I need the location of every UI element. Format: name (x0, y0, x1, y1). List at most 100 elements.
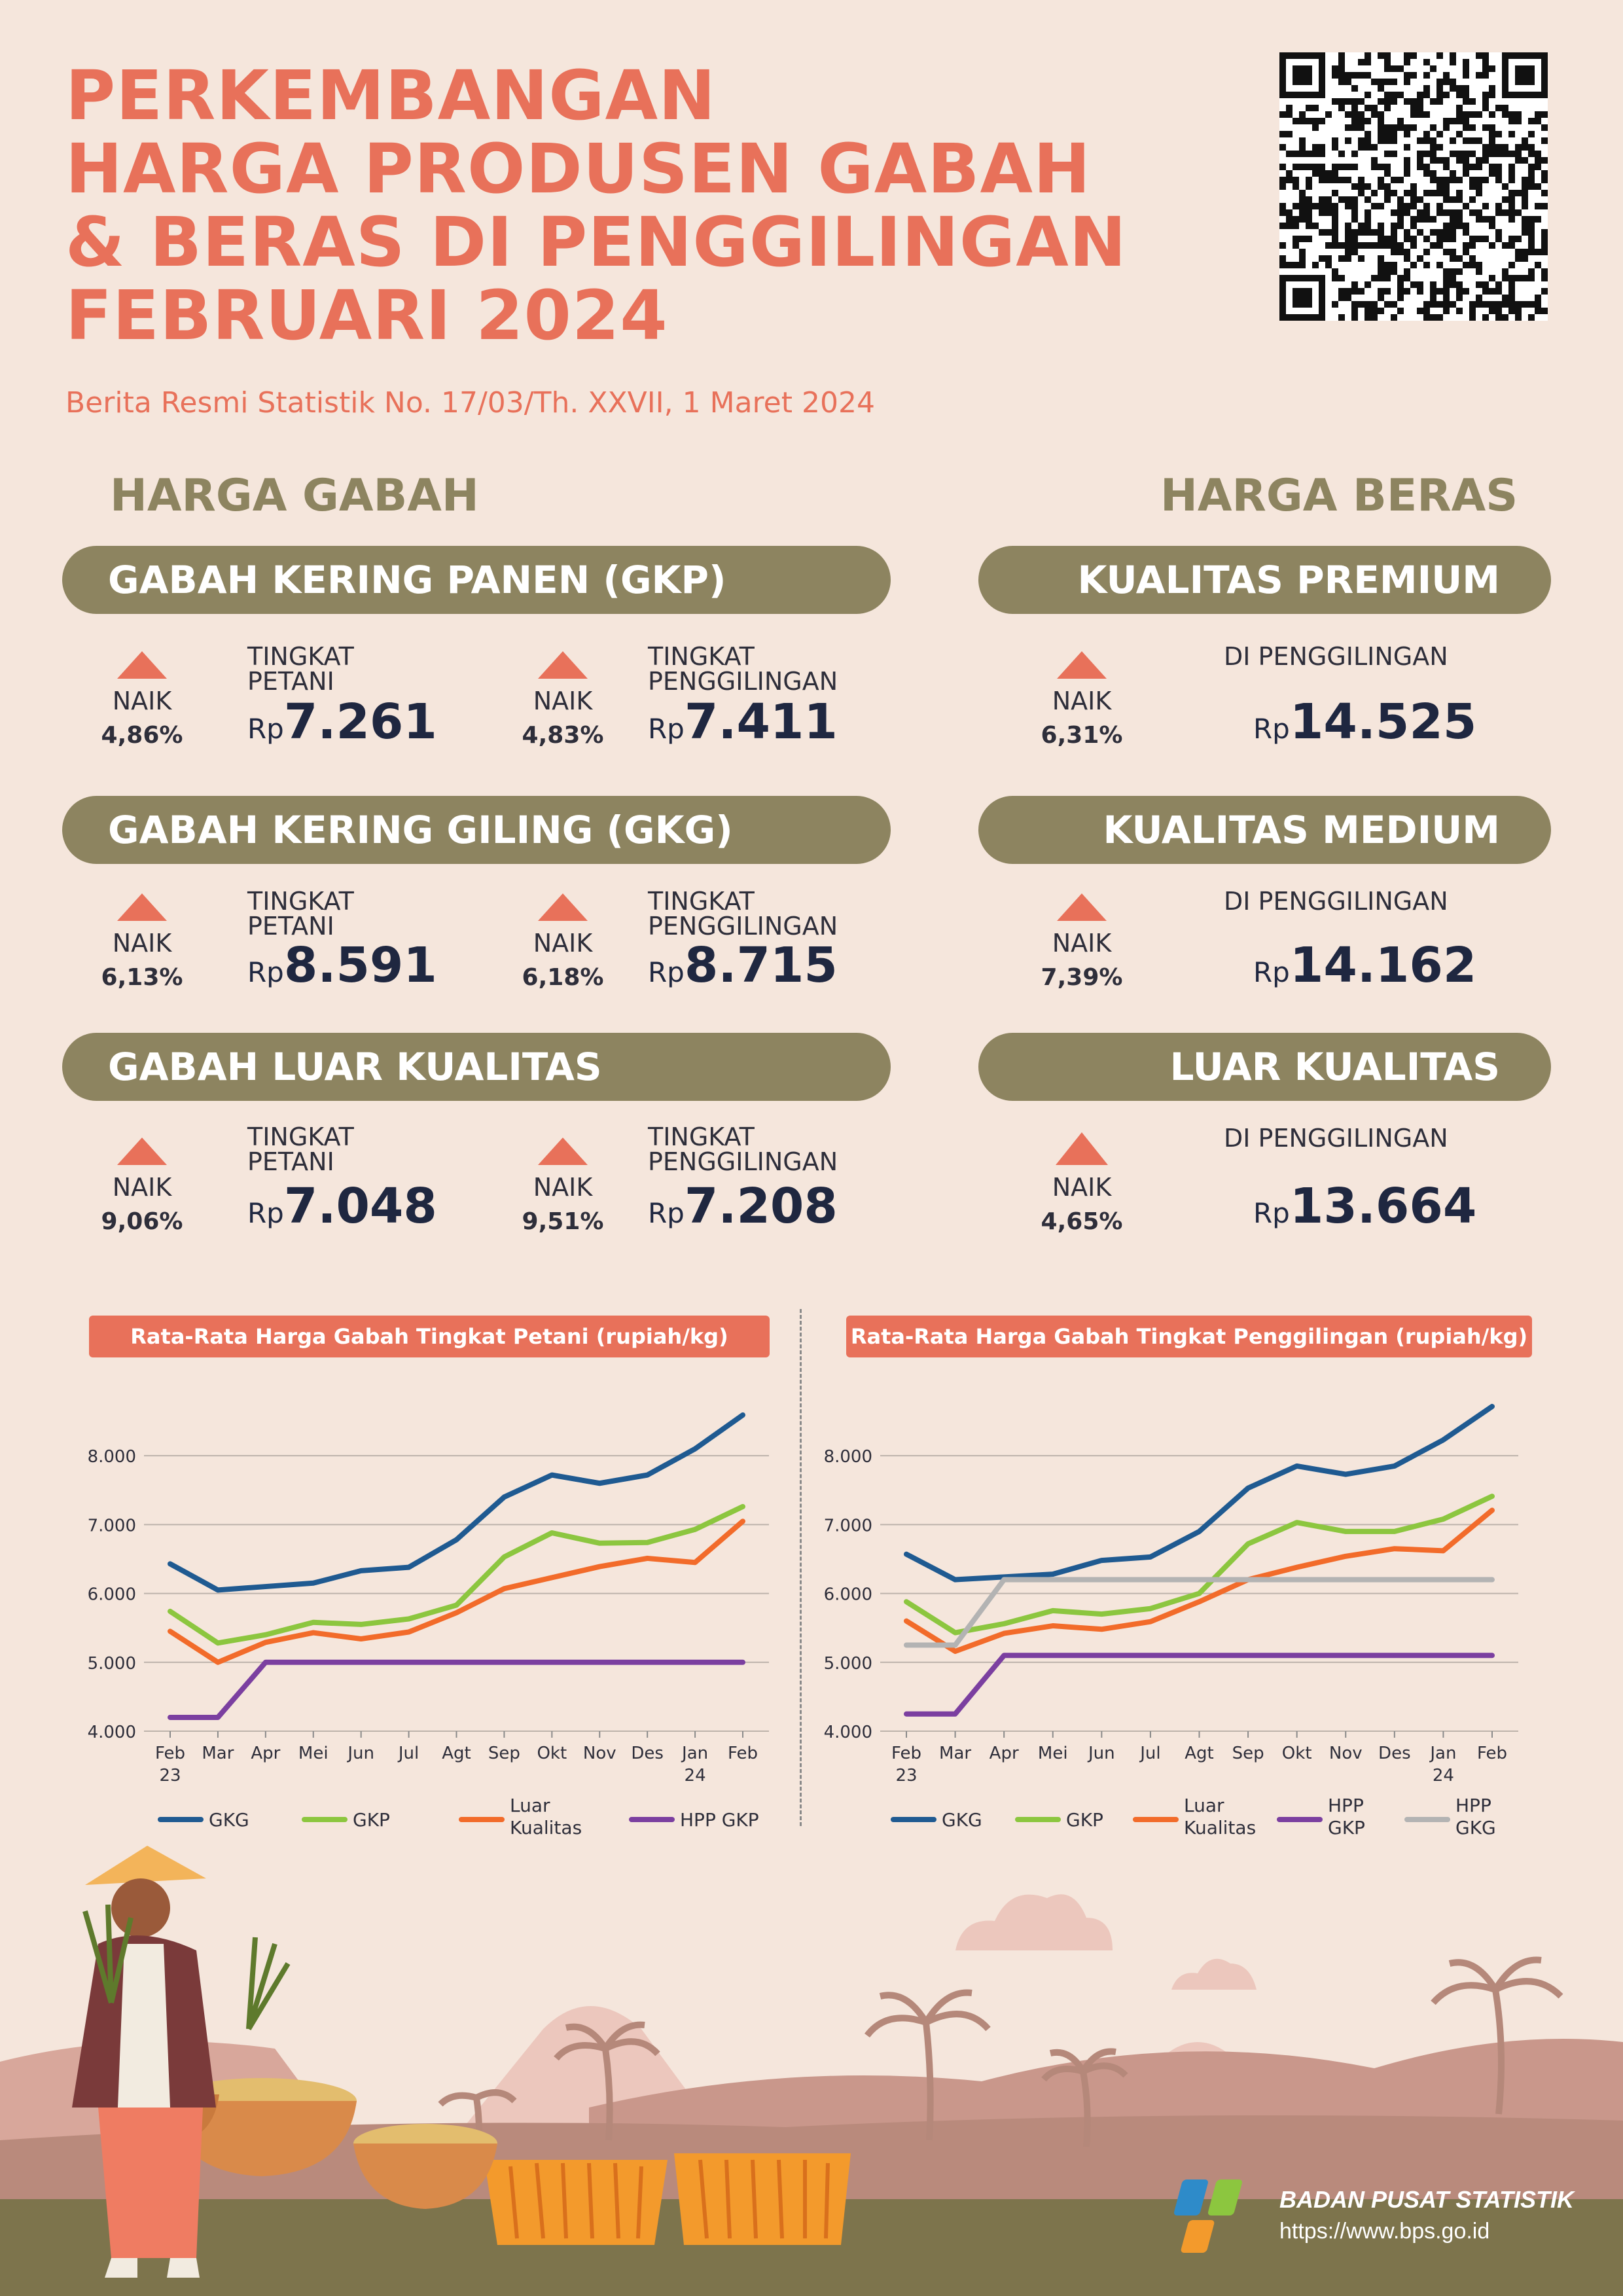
qr-module (1515, 144, 1522, 151)
qr-module (1456, 105, 1463, 111)
x-tick-label: Sep (488, 1744, 520, 1763)
gkg-penggilingan-price: Rp8.715 (648, 937, 838, 994)
qr-module (1450, 137, 1456, 144)
qr-module (1378, 308, 1384, 314)
qr-module (1522, 177, 1528, 183)
qr-module (1410, 105, 1417, 111)
y-tick-label: 7.000 (88, 1516, 136, 1535)
trend-label: NAIK (533, 1173, 593, 1202)
qr-module (1476, 262, 1482, 268)
qr-module (1515, 118, 1522, 124)
qr-module (1312, 223, 1319, 229)
series-line-gkp (168, 1503, 745, 1646)
qr-module (1489, 85, 1495, 92)
data-point (1247, 1655, 1249, 1657)
qr-module (1430, 124, 1436, 131)
title-line: & BERAS DI PENGGILINGAN (65, 202, 1127, 282)
qr-module (1391, 236, 1397, 242)
qr-code-icon[interactable] (1279, 52, 1548, 321)
qr-module (1495, 229, 1502, 236)
qr-module (1495, 131, 1502, 137)
qr-module (1469, 183, 1476, 190)
qr-module (1476, 72, 1482, 79)
qr-module (1293, 223, 1299, 229)
qr-module (1351, 301, 1358, 308)
trend-label: NAIK (112, 929, 172, 958)
qr-module (1391, 190, 1397, 196)
data-point (1101, 1613, 1103, 1615)
qr-module (1535, 157, 1541, 164)
qr-module (1351, 183, 1358, 190)
level-line: TINGKAT (648, 1122, 755, 1151)
qr-module (1508, 164, 1515, 170)
data-point (1296, 1465, 1298, 1467)
qr-module (1430, 170, 1436, 177)
qr-module (1345, 79, 1351, 85)
qr-module (1404, 144, 1410, 151)
qr-module (1391, 223, 1397, 229)
clouds (955, 1894, 1257, 1990)
qr-module (1495, 151, 1502, 157)
legend-label: Kualitas (1184, 1817, 1256, 1839)
qr-module (1450, 255, 1456, 262)
bps-logo-icon[interactable] (1171, 2173, 1270, 2258)
qr-module (1456, 111, 1463, 118)
qr-module (1482, 98, 1489, 105)
qr-module (1482, 157, 1489, 164)
x-tick-label: Mar (939, 1744, 971, 1763)
qr-module (1351, 111, 1358, 118)
luar-penggilingan-price: Rp7.208 (648, 1178, 838, 1234)
qr-module (1495, 177, 1502, 183)
data-point (455, 1539, 457, 1541)
qr-module (1404, 190, 1410, 196)
qr-module (1286, 105, 1293, 111)
qr-module (1535, 183, 1541, 190)
data-point (1198, 1579, 1200, 1581)
qr-module (1436, 92, 1443, 98)
qr-module (1397, 65, 1404, 72)
qr-module (1410, 236, 1417, 242)
qr-module (1489, 65, 1495, 72)
x-tick-label: Jan (1429, 1744, 1456, 1763)
percent-change: 4,86% (101, 722, 183, 749)
qr-module (1463, 229, 1469, 236)
release-subtitle: Berita Resmi Statistik No. 17/03/Th. XXV… (65, 386, 875, 420)
qr-module (1495, 164, 1502, 170)
data-point (694, 1528, 696, 1530)
qr-module (1351, 196, 1358, 203)
qr-module (1391, 92, 1397, 98)
gkg-petani-level: TINGKAT PETANI (247, 889, 354, 939)
qr-module (1345, 223, 1351, 229)
qr-module (1345, 124, 1351, 131)
qr-module (1351, 98, 1358, 105)
qr-module (1391, 301, 1397, 308)
gkg-petani-price: Rp8.591 (247, 937, 437, 994)
qr-module (1378, 255, 1384, 262)
bps-url-link[interactable]: https://www.bps.go.id (1279, 2219, 1490, 2244)
data-point (1345, 1473, 1347, 1475)
qr-module (1443, 79, 1450, 85)
qr-module (1364, 118, 1371, 124)
qr-module (1391, 98, 1397, 105)
qr-module (1338, 295, 1345, 301)
qr-module (1306, 209, 1312, 216)
qr-module (1404, 59, 1410, 65)
qr-module (1443, 196, 1450, 203)
qr-module (1502, 111, 1508, 118)
qr-module (1430, 242, 1436, 249)
qr-module (1463, 59, 1469, 65)
currency-label: Rp (648, 956, 685, 988)
data-point (1491, 1579, 1493, 1581)
qr-module (1443, 229, 1450, 236)
qr-module (1319, 203, 1325, 209)
qr-module (1391, 229, 1397, 236)
qr-module (1423, 137, 1430, 144)
data-point (1393, 1655, 1395, 1657)
qr-module (1541, 268, 1548, 275)
qr-module (1345, 164, 1351, 170)
x-tick-label: Jul (397, 1744, 419, 1763)
qr-module (1541, 111, 1548, 118)
qr-module (1384, 151, 1391, 157)
qr-module (1312, 151, 1319, 157)
qr-module (1312, 203, 1319, 209)
